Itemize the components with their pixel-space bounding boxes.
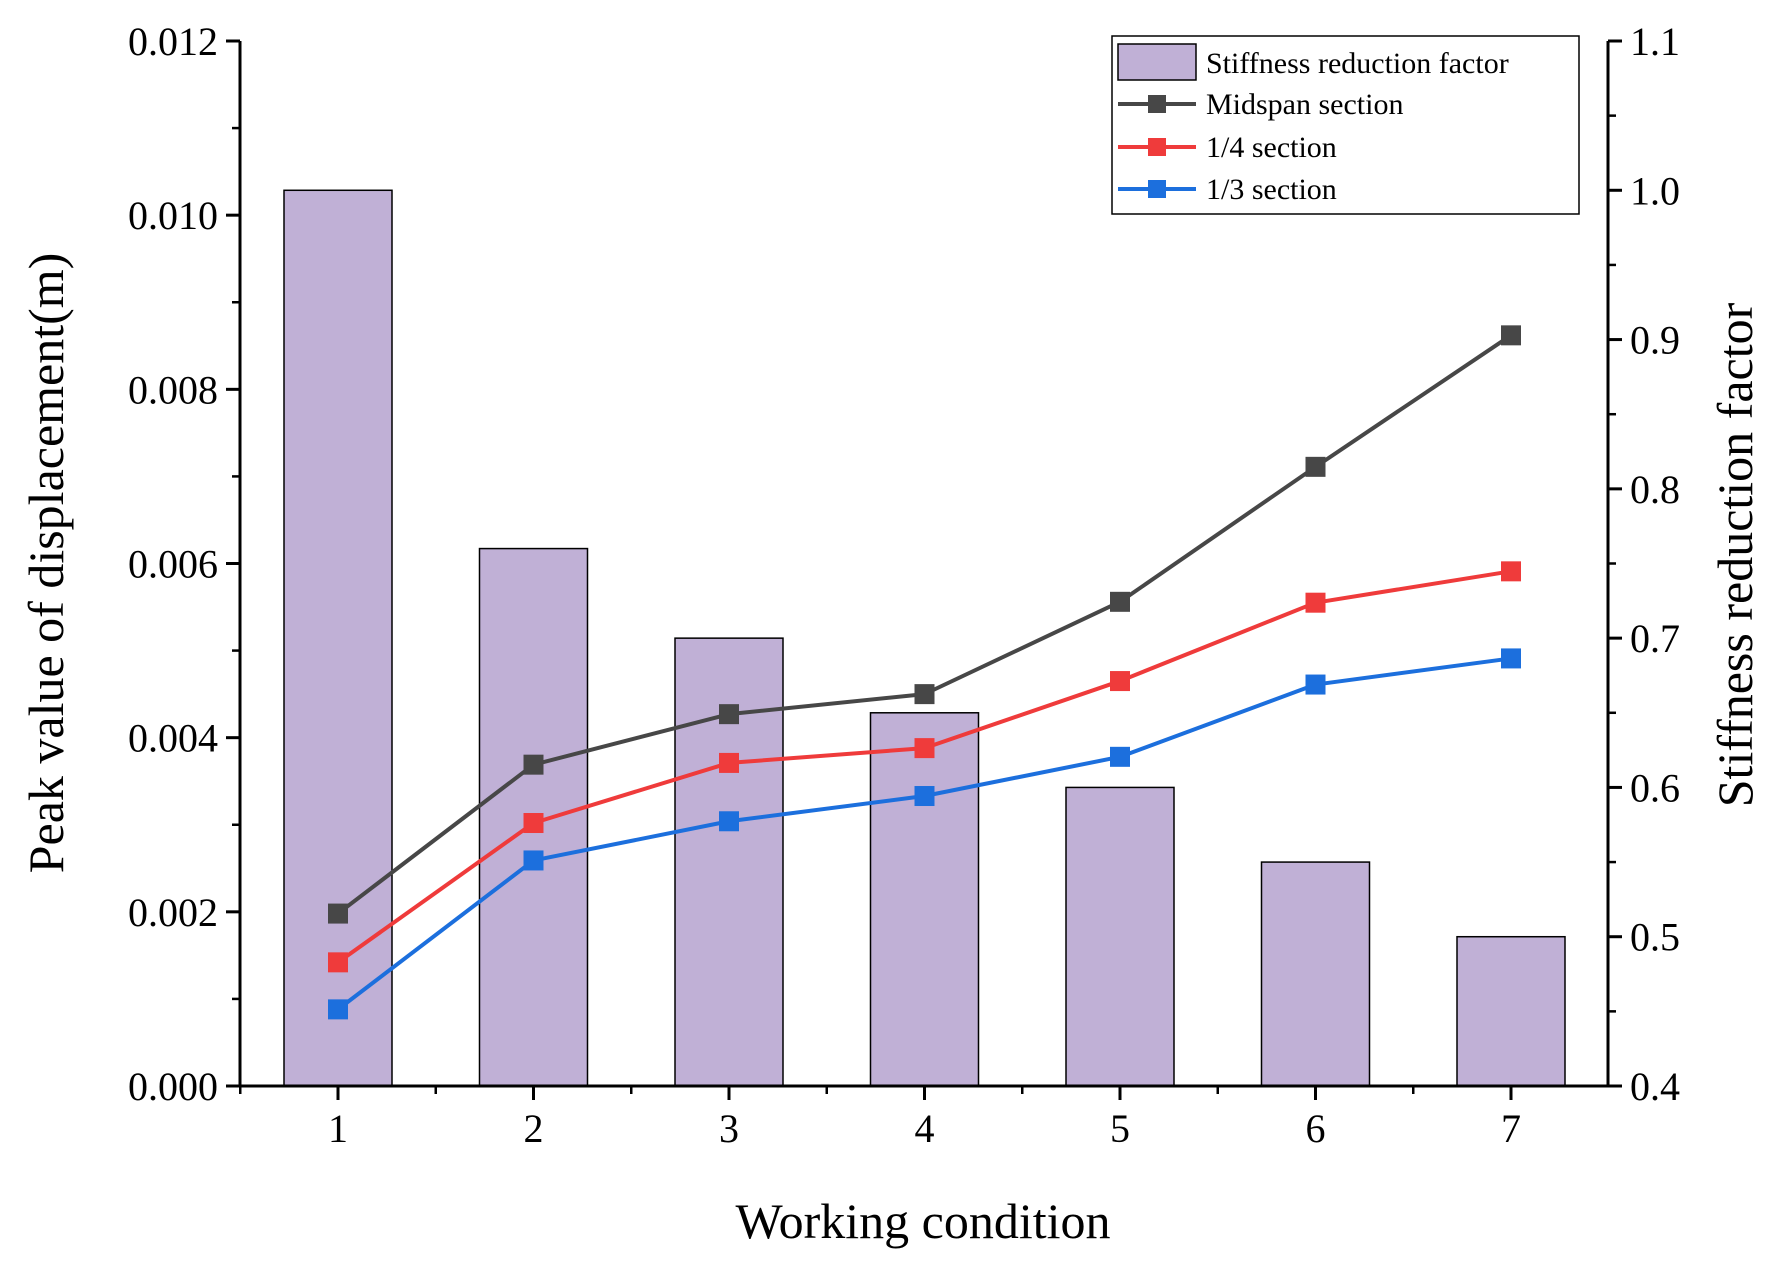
bar-condition-1 <box>283 189 393 1087</box>
point-1-4-section-3 <box>719 752 739 773</box>
legend-marker-third <box>1148 180 1166 198</box>
point-midspan-section-7 <box>1501 325 1521 346</box>
y2-tick-label: 0.6 <box>1630 765 1680 810</box>
point-1-3-section-3 <box>719 811 739 832</box>
legend-marker-quarter <box>1148 138 1166 156</box>
y-axis-title: Peak value of displacement(m) <box>18 253 74 874</box>
point-midspan-section-5 <box>1110 591 1130 612</box>
x-tick-label: 2 <box>524 1106 544 1151</box>
point-1-3-section-1 <box>328 999 348 1020</box>
y-tick-label: 0.006 <box>128 542 218 587</box>
x-tick-label: 6 <box>1306 1106 1326 1151</box>
bar-condition-7 <box>1456 935 1566 1087</box>
point-midspan-section-1 <box>328 903 348 924</box>
y2-tick-label: 1.1 <box>1630 19 1680 64</box>
point-1-4-section-5 <box>1110 671 1130 692</box>
point-1-3-section-7 <box>1501 648 1521 669</box>
y-tick-label: 0.012 <box>128 19 218 64</box>
point-midspan-section-6 <box>1305 456 1326 477</box>
point-1-4-section-6 <box>1305 592 1326 613</box>
y-tick-label: 0.010 <box>128 193 218 238</box>
x-tick-label: 7 <box>1501 1106 1521 1151</box>
ticks-layer: 0.000 0.002 0.004 0.006 0.008 0.010 0.012 0.4 0.… <box>128 19 1680 1151</box>
x-tick-label: 3 <box>719 1106 739 1151</box>
y-tick-label: 0.000 <box>128 1064 218 1109</box>
point-1-4-section-2 <box>523 813 544 834</box>
point-1-4-section-7 <box>1501 561 1521 582</box>
legend-label-third: 1/3 section <box>1206 173 1337 206</box>
point-1-4-section-4 <box>914 738 935 759</box>
x-tick-label: 5 <box>1110 1106 1130 1151</box>
y2-axis-title: Stiffness reduction factor <box>1707 302 1763 807</box>
lines-layer <box>328 325 1521 1020</box>
x-tick-label: 1 <box>328 1106 348 1151</box>
point-1-3-section-6 <box>1305 674 1326 695</box>
point-midspan-section-4 <box>914 684 935 705</box>
y2-tick-label: 0.9 <box>1630 318 1680 363</box>
legend-label-quarter: 1/4 section <box>1206 131 1337 164</box>
legend-marker-midspan <box>1148 95 1166 113</box>
point-1-3-section-4 <box>914 786 935 807</box>
legend-bar-swatch <box>1117 43 1197 81</box>
y2-tick-label: 0.8 <box>1630 467 1680 512</box>
legend-label-midspan: Midspan section <box>1206 88 1403 121</box>
y2-tick-label: 1.0 <box>1630 168 1680 213</box>
point-1-3-section-2 <box>523 850 544 871</box>
y2-tick-label: 0.7 <box>1630 616 1680 661</box>
point-1-3-section-5 <box>1110 746 1130 767</box>
y-tick-label: 0.004 <box>128 716 218 761</box>
y-tick-label: 0.008 <box>128 367 218 412</box>
legend: Stiffness reduction factor Midspan secti… <box>1111 35 1580 215</box>
bar-condition-5 <box>1065 786 1175 1087</box>
y2-tick-label: 0.5 <box>1630 915 1680 960</box>
point-1-4-section-1 <box>328 952 348 973</box>
y2-tick-label: 0.4 <box>1630 1064 1680 1109</box>
bars-layer <box>283 189 1566 1087</box>
y-tick-label: 0.002 <box>128 890 218 935</box>
bar-condition-6 <box>1260 861 1371 1087</box>
bar-condition-4 <box>869 712 980 1087</box>
x-tick-label: 4 <box>915 1106 935 1151</box>
point-midspan-section-3 <box>719 704 739 725</box>
point-midspan-section-2 <box>523 754 544 775</box>
legend-label-stiffness: Stiffness reduction factor <box>1206 47 1509 80</box>
x-axis-title: Working condition <box>735 1193 1110 1249</box>
